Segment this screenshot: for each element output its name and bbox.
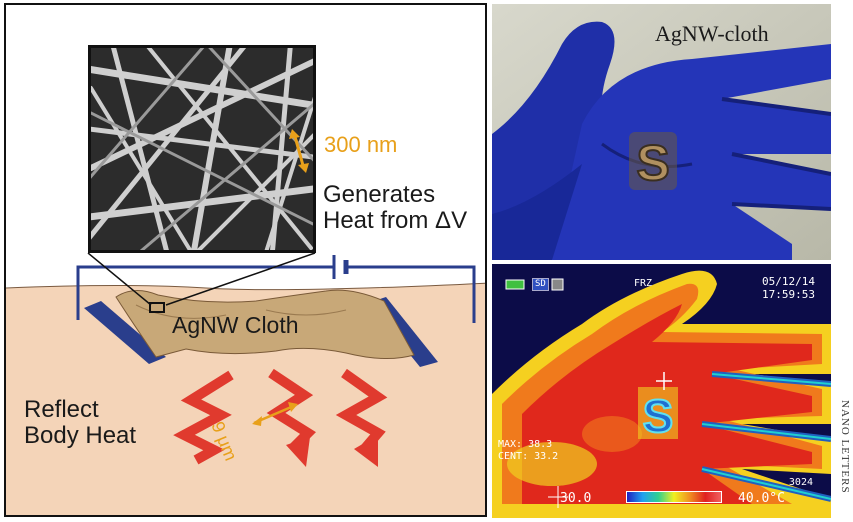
electrode-left [84,301,166,364]
frame-number: 3024 [788,477,813,488]
battery-icon [505,279,525,290]
circuit-wire [76,265,476,323]
reflect-line-2: Body Heat [24,422,137,450]
thermal-image: S SD FRZ 05/12/14 17:59:53 MAX: 38.3 CEN… [492,264,831,518]
scale-min: 30.0 [560,491,592,506]
schematic-panel: 300 nm Generates Heat from ΔV AgNW Cloth… [4,3,487,517]
glove-drawing: S [492,4,831,260]
thermal-hand-drawing: S [492,264,831,518]
zoom-box [149,302,165,313]
agnw-cloth-label: AgNW Cloth [172,312,299,338]
agnw-cloth [115,289,415,360]
scale-label-300nm: 300 nm [324,132,398,157]
generates-line-2: Heat from ΔV [323,207,468,235]
generates-line-1: Generates [323,181,436,208]
sd-indicator: SD [532,278,549,291]
nm-arrow [289,129,309,173]
reflect-line-1: Reflect [24,396,99,423]
glove-photo: S AgNW-cloth [492,4,831,260]
frz-indicator: FRZ [634,278,653,289]
journal-name: NANO LETTERS [839,400,851,494]
agnw-cloth-caption: AgNW-cloth [655,21,769,46]
heat-arrow-1 [173,370,234,465]
scale-max: 40.0°C [738,491,785,506]
thermal-timestamp: 05/12/14 17:59:53 [762,276,815,302]
s-patch: S [636,135,669,191]
thermal-s-patch: S [643,390,674,442]
journal-credit: NANO LETTERS [838,400,852,520]
reflect-heat-label: Reflect Body Heat [24,396,137,450]
temperature-color-bar [626,491,722,503]
nanowire-mesh [91,48,313,250]
thermal-date: 05/12/14 [762,275,815,288]
generates-heat-label: Generates Heat from ΔV [323,181,468,235]
center-temp: CENT: 33.2 [498,451,559,462]
thermal-time: 17:59:53 [762,288,815,301]
max-temp: MAX: 38.3 [498,439,553,450]
schematic-drawing [6,252,485,515]
sem-image [88,45,316,253]
camera-icon [551,278,564,291]
